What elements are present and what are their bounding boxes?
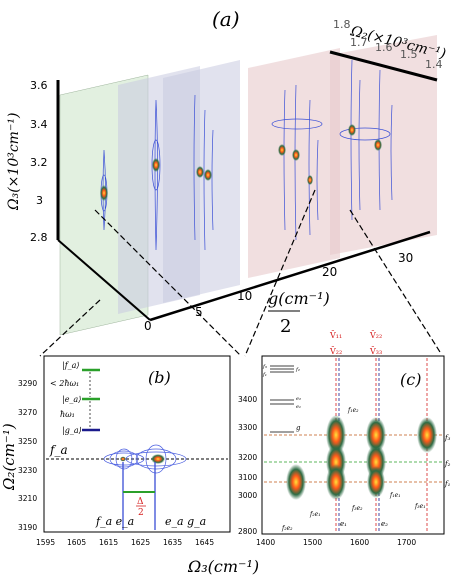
c-top-v33: V̄₃₃: [369, 347, 382, 356]
c-top-v11: V̄₁₁: [329, 331, 342, 340]
zoom-line-left: [94, 209, 241, 356]
c-y-tick-4: 3000: [238, 491, 257, 500]
g-tick-3: 20: [322, 265, 337, 279]
c-peaks: [286, 415, 437, 500]
c-ann-f1e1: f₁e₁: [389, 492, 401, 499]
omega3-tick-0: 3.6: [30, 79, 48, 92]
slice-2: [163, 60, 240, 303]
panel-a-peaks: [100, 124, 382, 201]
panel-b-ylabel: Ω₂(cm⁻¹): [0, 423, 18, 491]
b-delta-label: Δ: [137, 497, 144, 507]
b-peak-1: [151, 454, 165, 464]
c-right-f1: f₁: [444, 480, 451, 488]
b-y-tick-0: 3290: [18, 379, 37, 388]
c-y-tick-1: 3300: [238, 423, 257, 432]
b-bottom-label-eaga: e_a g_a: [165, 515, 206, 528]
omega3-tick-4: 2.8: [30, 231, 48, 244]
zoom-line-left-edge: [39, 299, 101, 357]
c-ann-f2e1: f₂e₁: [309, 511, 321, 518]
b-y-tick-4: 3210: [18, 494, 37, 503]
bottom-xlabel: Ω₃(cm⁻¹): [187, 557, 259, 576]
c-ann-e2: e₂: [381, 520, 388, 528]
c-y-tick-5: 2800: [238, 527, 257, 536]
omega3-tick-1: 3.4: [30, 118, 48, 131]
omega3-tick-2: 3.2: [30, 156, 48, 169]
panel-c: (c) 1400 1500 1600 1700 3400 3300 3200 3…: [238, 331, 451, 547]
axis-g: [57, 239, 151, 321]
omega3-axis-label: Ω₃(×10³cm⁻¹): [6, 113, 22, 211]
b-delta-den: 2: [138, 508, 144, 518]
c-x-tick-2: 1600: [350, 538, 369, 547]
c-ann-f2e2: f₂e₂: [281, 525, 293, 532]
level-label-ea: |e_a⟩: [62, 395, 81, 404]
c-ann-f3e2: f₃e₂: [351, 505, 363, 512]
axis-omega2: [329, 50, 438, 82]
panel-a: (a) Ω₂(×10³cm⁻¹) 1.8 1.7 1.6 1.5 1.4 Ω₃(…: [6, 7, 447, 357]
b-y-tick-1: 3270: [18, 408, 37, 417]
c-ann-e1: e₁: [340, 520, 347, 528]
b-y-tick-2: 3250: [18, 437, 37, 446]
omega2-tick-2: 1.6: [375, 41, 393, 54]
level-label-hw: ħω₁: [60, 410, 75, 419]
omega2-tick-1: 1.7: [350, 36, 368, 49]
level-label-ga: |g_a⟩: [62, 426, 82, 435]
b-peak-label-fa: f_a: [49, 443, 68, 457]
level-label-2hw: < 2ħω₁: [50, 379, 79, 388]
b-y-tick-5: 3190: [18, 523, 37, 532]
panel-a-label: (a): [212, 7, 240, 31]
c-y-tick-0: 3400: [238, 395, 257, 404]
c-ann-f3e1: f₃e₁: [414, 503, 426, 510]
zoom-line-right: [244, 189, 316, 357]
c-y-tick-2: 3200: [238, 453, 257, 462]
panel-b: (b) Ω₂(cm⁻¹) 3290 3270 3250 3230 3210 31…: [0, 355, 231, 547]
zoom-line-right-edge: [349, 209, 441, 353]
b-x-tick-1: 1605: [67, 538, 86, 547]
g-axis-label: g(cm⁻¹): [268, 289, 330, 308]
c-right-f3: f₃: [444, 434, 451, 442]
g-axis-denominator: 2: [280, 316, 291, 337]
panel-b-frame: [43, 355, 231, 533]
slice-4: [330, 35, 437, 255]
g-tick-1: 5: [195, 305, 203, 319]
c-ann-f1e2: f₁e₂: [347, 407, 359, 414]
c-level-e2: e₂: [296, 396, 301, 402]
b-x-tick-2: 1615: [99, 538, 118, 547]
b-peak-2: [120, 456, 126, 462]
panel-b-label: (b): [148, 368, 171, 387]
c-level-f2: f₂: [295, 367, 300, 373]
b-x-tick-4: 1635: [163, 538, 182, 547]
b-bottom-label-faea: f_a e_a: [95, 515, 134, 528]
c-level-f3: f₃: [262, 364, 267, 370]
b-x-tick-5: 1645: [195, 538, 214, 547]
c-level-e1: e₁: [296, 404, 301, 410]
c-right-f2: f₂: [444, 460, 451, 468]
axis-base: [149, 230, 431, 322]
g-tick-2: 10: [237, 289, 252, 303]
omega2-tick-0: 1.8: [333, 18, 351, 31]
panel-c-frame: [261, 355, 445, 535]
c-x-tick-0: 1400: [256, 538, 275, 547]
omega3-tick-3: 3: [36, 194, 43, 207]
b-x-tick-0: 1595: [36, 538, 55, 547]
c-top-v22a: V̄₂₂: [329, 347, 342, 356]
c-y-tick-3: 3100: [238, 473, 257, 482]
omega2-tick-4: 1.4: [425, 58, 443, 71]
c-x-tick-1: 1500: [303, 538, 322, 547]
b-x-tick-3: 1625: [131, 538, 150, 547]
g-tick-0: 0: [144, 319, 152, 333]
level-label-fa: |f_a⟩: [62, 361, 80, 370]
c-level-f1: f₁: [262, 372, 267, 378]
panel-c-label: (c): [400, 370, 421, 389]
c-x-tick-3: 1700: [397, 538, 416, 547]
b-y-tick-3: 3230: [18, 466, 37, 475]
omega2-tick-3: 1.5: [400, 48, 418, 61]
slice-3: [248, 48, 340, 278]
g-tick-4: 30: [398, 251, 413, 265]
c-top-v22b: V̄₂₂: [369, 331, 382, 340]
c-level-lines: [270, 365, 294, 433]
c-level-g: g: [296, 424, 301, 432]
